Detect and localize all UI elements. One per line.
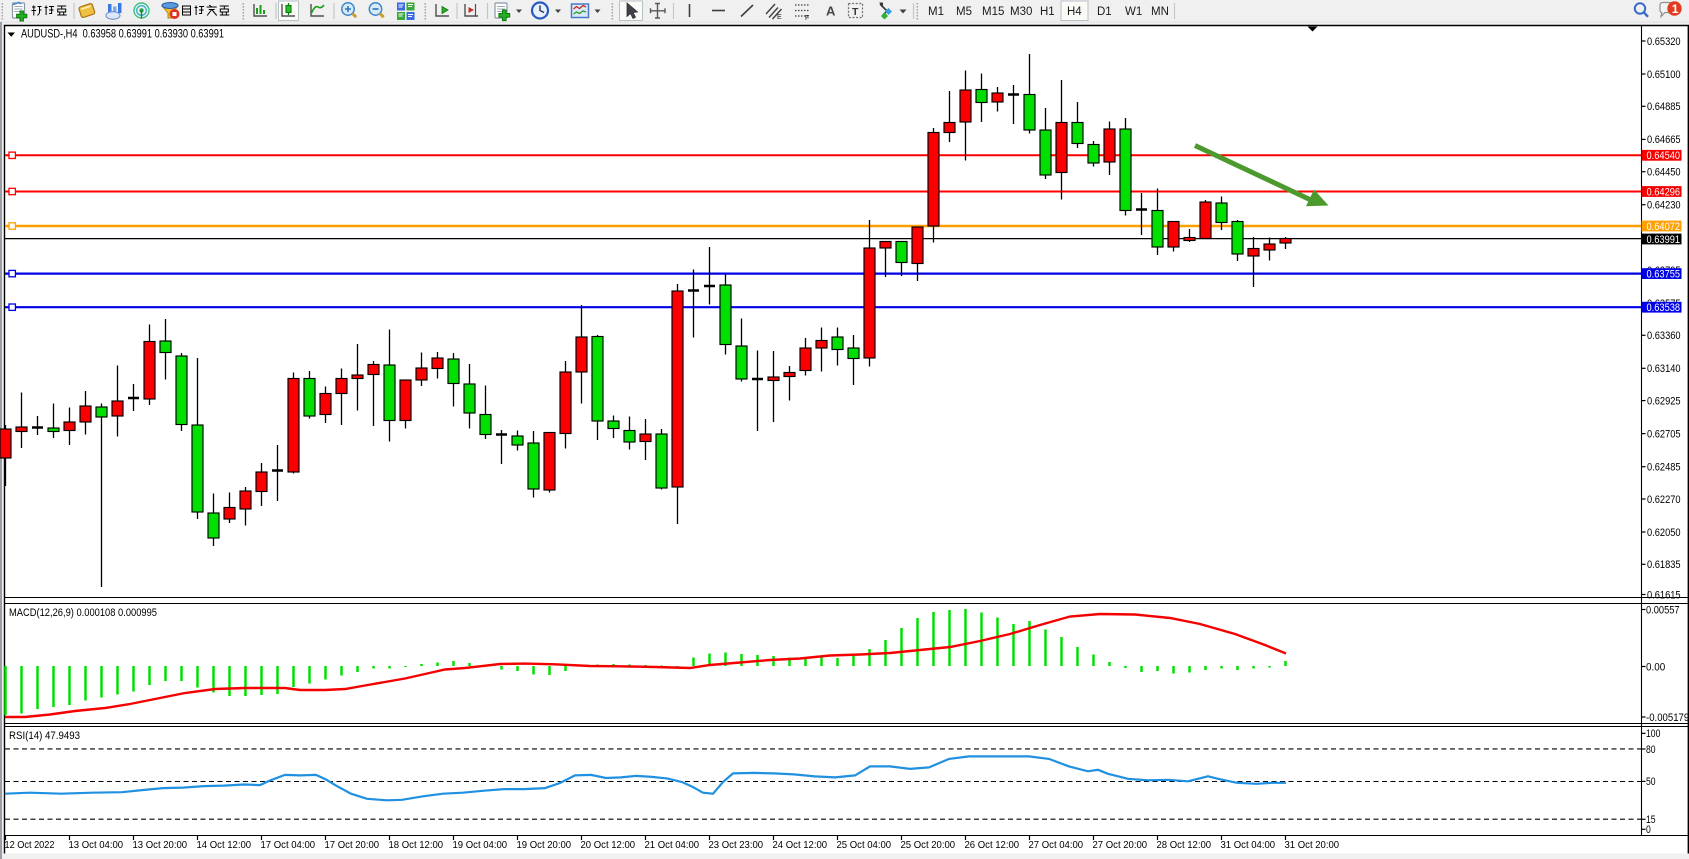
- svg-text:0.65100: 0.65100: [1647, 69, 1681, 81]
- svg-text:25 Oct 04:00: 25 Oct 04:00: [837, 839, 892, 851]
- svg-text:50: 50: [1646, 776, 1656, 788]
- svg-text:17 Oct 04:00: 17 Oct 04:00: [261, 839, 316, 851]
- svg-text:0.61615: 0.61615: [1647, 589, 1681, 601]
- svg-text:25 Oct 20:00: 25 Oct 20:00: [901, 839, 956, 851]
- svg-text:D1: D1: [1097, 6, 1112, 18]
- svg-text:0.63140: 0.63140: [1647, 363, 1681, 375]
- svg-text:0.62485: 0.62485: [1647, 462, 1681, 474]
- svg-text:26 Oct 12:00: 26 Oct 12:00: [965, 839, 1020, 851]
- svg-text:31 Oct 04:00: 31 Oct 04:00: [1221, 839, 1276, 851]
- svg-text:A: A: [826, 4, 836, 19]
- svg-text:0.61835: 0.61835: [1647, 559, 1681, 571]
- svg-text:12 Oct 2022: 12 Oct 2022: [5, 839, 55, 851]
- svg-text:31 Oct 20:00: 31 Oct 20:00: [1285, 839, 1340, 851]
- svg-text:MACD(12,26,9) 0.000108 0.00099: MACD(12,26,9) 0.000108 0.000995: [9, 607, 157, 619]
- svg-text:13 Oct 20:00: 13 Oct 20:00: [133, 839, 188, 851]
- svg-text:14 Oct 12:00: 14 Oct 12:00: [197, 839, 252, 851]
- svg-text:0: 0: [1646, 824, 1651, 836]
- svg-text:-0.005179: -0.005179: [1646, 712, 1689, 724]
- svg-text:0.64450: 0.64450: [1647, 167, 1681, 179]
- svg-text:23 Oct 23:00: 23 Oct 23:00: [709, 839, 764, 851]
- svg-text:27 Oct 04:00: 27 Oct 04:00: [1029, 839, 1084, 851]
- svg-text:0.64230: 0.64230: [1647, 200, 1681, 212]
- svg-text:T: T: [852, 6, 859, 18]
- svg-text:0.00557: 0.00557: [1646, 604, 1680, 616]
- svg-text:80: 80: [1646, 744, 1656, 756]
- svg-text:0.63538: 0.63538: [1647, 302, 1681, 314]
- svg-text:0.63991: 0.63991: [1647, 234, 1681, 246]
- svg-text:28 Oct 12:00: 28 Oct 12:00: [1157, 839, 1212, 851]
- svg-text:19 Oct 20:00: 19 Oct 20:00: [517, 839, 572, 851]
- svg-text:RSI(14) 47.9493: RSI(14) 47.9493: [9, 730, 80, 742]
- svg-text:100: 100: [1646, 728, 1660, 740]
- svg-text:0.64885: 0.64885: [1647, 101, 1681, 113]
- svg-text:0.64072: 0.64072: [1647, 221, 1681, 233]
- svg-text:19 Oct 04:00: 19 Oct 04:00: [453, 839, 508, 851]
- svg-text:F: F: [805, 15, 809, 22]
- svg-text:W1: W1: [1125, 6, 1142, 18]
- svg-text:0.63360: 0.63360: [1647, 330, 1681, 342]
- svg-text:M5: M5: [956, 6, 972, 18]
- svg-text:24 Oct 12:00: 24 Oct 12:00: [773, 839, 828, 851]
- svg-text:AUDUSD-,H4 0.63958 0.63991 0.: AUDUSD-,H4 0.63958 0.63991 0.63930 0.639…: [21, 29, 224, 41]
- svg-text:17 Oct 20:00: 17 Oct 20:00: [325, 839, 380, 851]
- svg-text:20 Oct 12:00: 20 Oct 12:00: [581, 839, 636, 851]
- svg-text:0.62270: 0.62270: [1647, 494, 1681, 506]
- svg-text:M30: M30: [1010, 6, 1032, 18]
- svg-text:21 Oct 04:00: 21 Oct 04:00: [645, 839, 700, 851]
- svg-text:0.62925: 0.62925: [1647, 395, 1681, 407]
- svg-text:0.63755: 0.63755: [1647, 268, 1681, 280]
- svg-text:0.62050: 0.62050: [1647, 527, 1681, 539]
- svg-text:15: 15: [1646, 814, 1656, 826]
- svg-text:0.64665: 0.64665: [1647, 134, 1681, 146]
- svg-text:27 Oct 20:00: 27 Oct 20:00: [1093, 839, 1148, 851]
- svg-text:0.64540: 0.64540: [1647, 150, 1681, 162]
- svg-text:0.00: 0.00: [1646, 661, 1665, 673]
- svg-text:M1: M1: [928, 6, 944, 18]
- svg-text:H4: H4: [1067, 6, 1082, 18]
- svg-text:E: E: [777, 14, 782, 21]
- svg-text:1: 1: [1672, 2, 1679, 16]
- svg-text:M15: M15: [982, 6, 1004, 18]
- svg-text:0.62705: 0.62705: [1647, 428, 1681, 440]
- svg-text:H1: H1: [1040, 6, 1055, 18]
- svg-text:0.65320: 0.65320: [1647, 36, 1681, 48]
- svg-text:18 Oct 12:00: 18 Oct 12:00: [389, 839, 444, 851]
- svg-text:MN: MN: [1151, 6, 1169, 18]
- svg-text:0.64296: 0.64296: [1647, 186, 1681, 198]
- svg-text:13 Oct 04:00: 13 Oct 04:00: [69, 839, 124, 851]
